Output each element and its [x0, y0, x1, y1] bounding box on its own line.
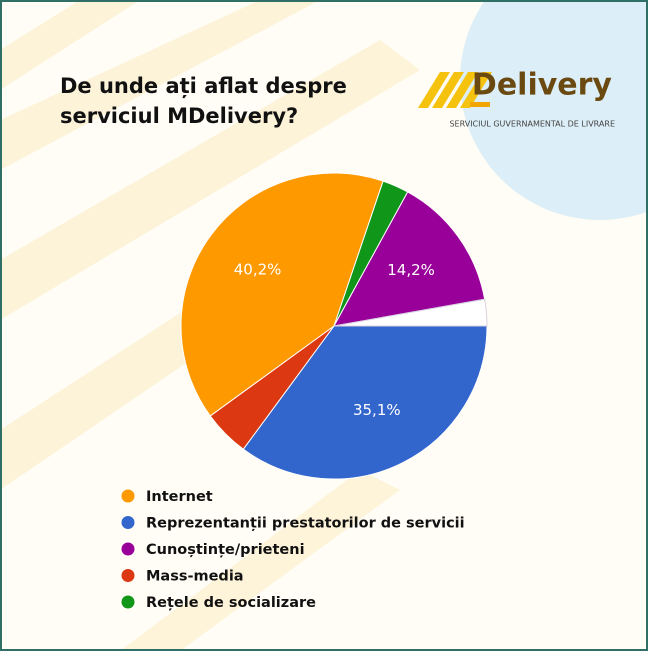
legend-swatch	[121, 516, 135, 529]
legend-swatch	[121, 595, 135, 609]
legend-swatch	[121, 489, 135, 503]
legend-swatch	[121, 542, 135, 556]
slice-label: 14,2%	[387, 261, 435, 279]
chart-title: De unde ați aflat despre	[60, 74, 347, 99]
logo-tagline: SERVICIUL GUVERNAMENTAL DE LIVRARE	[449, 120, 615, 129]
legend-label: Cunoștințe/prieteni	[146, 542, 305, 558]
logo-name: Delivery	[472, 68, 613, 103]
slice-label: 35,1%	[353, 401, 401, 419]
legend-label: Mass-media	[146, 569, 244, 585]
pie-slice	[333, 298, 488, 327]
legend-swatch	[121, 569, 135, 582]
pie-slice	[333, 191, 486, 327]
pie-slice	[180, 172, 384, 417]
chart-subtitle: serviciul MDelivery?	[60, 104, 298, 128]
legend-label: Rețele de socializare	[146, 595, 316, 611]
legend-label: Reprezentanții prestatorilor de servicii	[146, 516, 465, 532]
logo-mark	[418, 72, 492, 108]
pie-slice	[242, 325, 488, 480]
legend-label: Internet	[146, 489, 213, 505]
slice-label: 40,2%	[234, 260, 282, 278]
